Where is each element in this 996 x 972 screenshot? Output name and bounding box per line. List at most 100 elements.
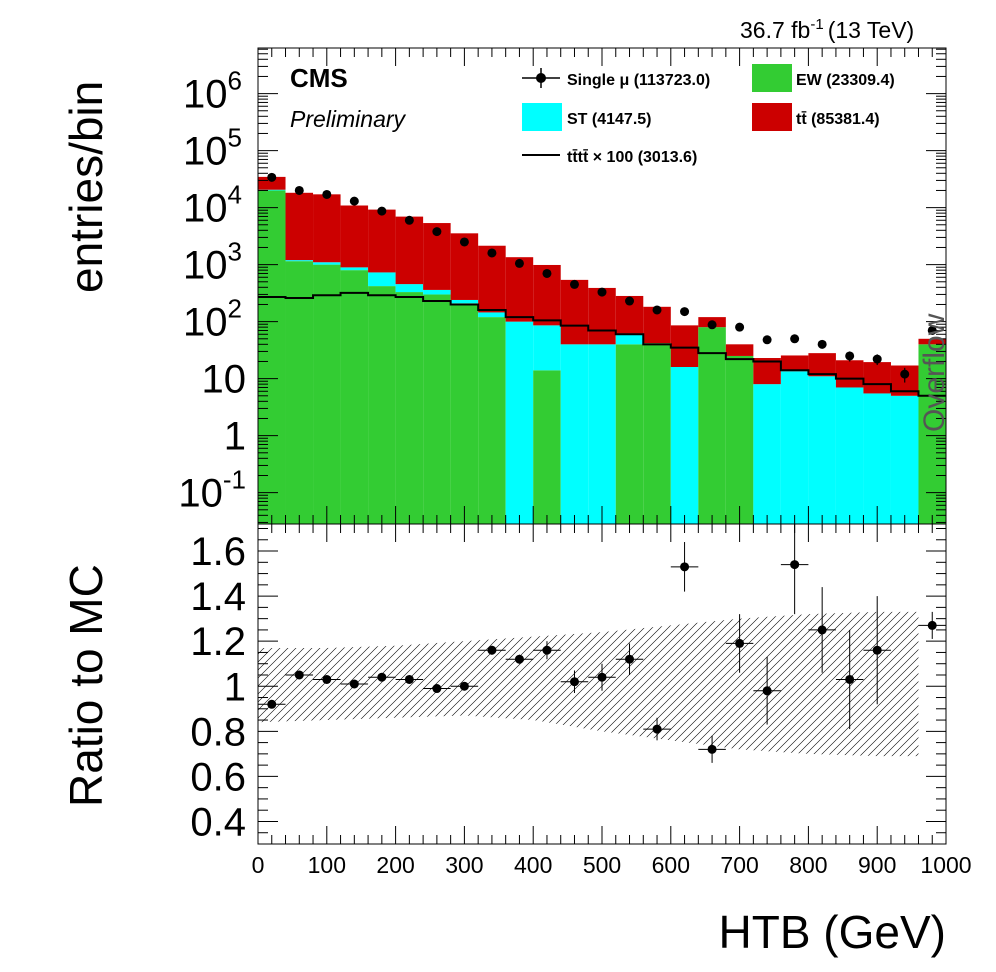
ttbar-bar xyxy=(835,360,864,388)
legend-entry-tttt: tt̄tt̄ × 100 (3013.6) xyxy=(522,148,697,166)
svg-text:tt̄tt̄ × 100 (3013.6): tt̄tt̄ × 100 (3013.6) xyxy=(567,148,697,166)
data-point xyxy=(900,369,910,379)
ratio-y-tick-label: 0.8 xyxy=(190,710,246,754)
x-tick-label: 300 xyxy=(445,852,483,878)
ew-bar xyxy=(725,355,754,524)
st-bar xyxy=(670,366,699,524)
x-tick-label: 500 xyxy=(583,852,621,878)
x-tick-label: 700 xyxy=(720,852,758,878)
st-bar xyxy=(340,267,369,271)
data-point xyxy=(680,307,690,317)
lumi-label: 36.7 fb-1 (13 TeV) xyxy=(740,16,914,43)
y-axis-title-bottom: Ratio to MC xyxy=(60,564,112,807)
ttbar-bar xyxy=(285,192,314,261)
ratio-point xyxy=(762,686,772,696)
ew-bar xyxy=(450,303,479,524)
ew-bar xyxy=(615,344,644,524)
x-tick-label: 100 xyxy=(308,852,346,878)
ttbar-bar xyxy=(780,355,809,372)
ew-bar xyxy=(313,264,341,524)
ratio-point xyxy=(872,645,882,655)
svg-text:tt̄ (85381.4): tt̄ (85381.4) xyxy=(796,110,880,128)
ratio-point xyxy=(542,645,552,655)
data-point xyxy=(514,258,524,268)
x-tick-label: 600 xyxy=(652,852,690,878)
ratio-point xyxy=(267,699,277,709)
data-point xyxy=(294,185,304,195)
ratio-point xyxy=(625,654,635,664)
data-point xyxy=(404,215,414,225)
ratio-panel xyxy=(258,524,946,763)
ratio-point xyxy=(487,645,497,655)
ratio-point xyxy=(294,670,304,680)
ratio-point xyxy=(845,674,855,684)
data-point xyxy=(349,196,359,206)
data-point xyxy=(377,206,387,216)
data-point xyxy=(817,339,827,349)
st-bar xyxy=(423,289,451,295)
cms-label: CMS xyxy=(290,63,348,93)
ew-bar xyxy=(533,370,561,524)
data-point xyxy=(845,351,855,361)
x-tick-label: 200 xyxy=(376,852,414,878)
ttbar-bar xyxy=(505,257,534,322)
ratio-point xyxy=(817,625,827,635)
x-tick-label: 0 xyxy=(252,852,265,878)
data-point xyxy=(735,322,745,332)
y-tick-label: 103 xyxy=(183,237,242,288)
ratio-y-tick-label: 0.6 xyxy=(190,755,246,799)
ew-bar xyxy=(285,261,314,524)
legend-entry-st: ST (4147.5) xyxy=(522,103,651,131)
ew-bar xyxy=(395,292,424,524)
svg-text:EW (23309.4): EW (23309.4) xyxy=(796,72,895,89)
y-tick-label: 10-1 xyxy=(178,465,246,516)
ttbar-bar xyxy=(918,338,946,345)
x-tick-label: 800 xyxy=(789,852,827,878)
ratio-point xyxy=(680,562,690,572)
mc-uncertainty-band xyxy=(258,611,919,757)
ew-bar xyxy=(478,317,506,524)
ttbar-bar xyxy=(808,353,836,377)
x-tick-label: 400 xyxy=(514,852,552,878)
st-bar xyxy=(313,262,341,265)
ratio-point xyxy=(569,677,579,687)
data-point xyxy=(542,268,552,278)
legend-entry-data: Single μ (113723.0) xyxy=(522,68,710,89)
ratio-point xyxy=(404,674,414,684)
svg-text:ST (4147.5): ST (4147.5) xyxy=(567,111,651,128)
st-bar xyxy=(368,272,396,287)
ew-bar xyxy=(423,294,451,524)
ratio-point xyxy=(377,672,387,682)
data-point xyxy=(652,305,662,315)
ratio-point xyxy=(735,638,745,648)
data-marker-icon xyxy=(536,73,546,83)
x-tick-label: 900 xyxy=(858,852,896,878)
main-histogram-panel xyxy=(258,172,946,524)
axes-layer: 0 100 200 300 400 500 600 700 800 900 1000 10-1 1 10 1… xyxy=(178,47,972,878)
ratio-y-tick-label: 1.2 xyxy=(190,620,246,664)
st-bar xyxy=(615,333,644,345)
data-point xyxy=(597,287,607,297)
ratio-point xyxy=(349,679,359,689)
preliminary-label: Preliminary xyxy=(290,106,407,132)
ratio-point xyxy=(707,744,717,754)
y-tick-label: 10 xyxy=(202,358,247,402)
ratio-point xyxy=(459,681,469,691)
ratio-y-tick-label: 1.6 xyxy=(190,530,246,574)
y-axis-title-top: entries/bin xyxy=(60,81,112,293)
st-bar xyxy=(753,384,781,524)
ratio-point xyxy=(322,674,332,684)
st-bar xyxy=(505,321,534,524)
ttbar-bar xyxy=(560,279,589,345)
legend-entry-ttbar: tt̄ (85381.4) xyxy=(752,103,880,131)
data-point xyxy=(432,227,442,237)
ew-bar xyxy=(368,286,396,524)
data-point xyxy=(927,325,937,335)
ttbar-bar xyxy=(313,194,341,263)
st-bar xyxy=(863,393,891,524)
st-bar xyxy=(808,376,836,524)
ratio-y-tick-label: 0.4 xyxy=(190,800,246,844)
data-point xyxy=(322,189,332,199)
ew-bar xyxy=(643,343,671,524)
